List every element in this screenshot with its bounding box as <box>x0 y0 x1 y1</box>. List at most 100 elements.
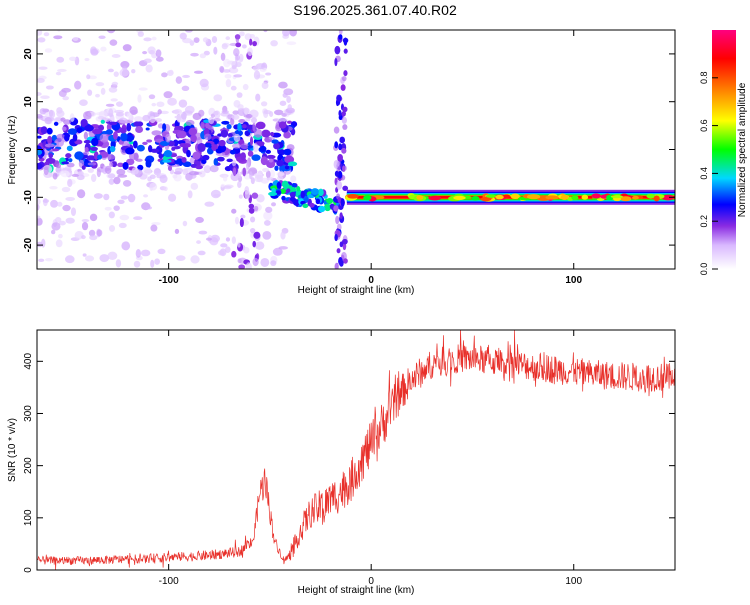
heatmap-noise-cell <box>256 194 265 203</box>
heatmap-noise-cell <box>226 158 233 163</box>
heatmap-noise-cell <box>159 110 169 115</box>
heatmap-line-cell <box>560 194 569 201</box>
heatmap-noise-cell <box>52 172 58 180</box>
heatmap-smear-cell <box>248 207 255 214</box>
heatmap-spike-cell <box>341 116 347 124</box>
heatmap-noise-cell <box>229 149 236 155</box>
heatmap-smear-cell <box>232 167 237 177</box>
heatmap-noise-cell <box>143 37 152 42</box>
heatmap-noise-cell <box>105 103 115 107</box>
heatmap-noise-cell <box>126 158 135 166</box>
heatmap-noise-cell <box>138 87 148 91</box>
heatmap-noise-cell <box>113 205 120 211</box>
heatmap-smear-cell <box>233 133 241 142</box>
heatmap-noise-cell <box>55 239 63 248</box>
heatmap-noise-cell <box>159 174 168 184</box>
heatmap-noise-cell <box>284 155 295 164</box>
heatmap-noise-cell <box>142 51 148 55</box>
heatmap-noise-cell <box>186 149 191 158</box>
spectrogram-xtick-label: 0 <box>368 275 374 286</box>
heatmap-line-cell <box>495 194 504 200</box>
heatmap-noise-cell <box>87 168 94 173</box>
heatmap-noise-cell <box>167 140 175 147</box>
heatmap-noise-cell <box>197 142 206 152</box>
heatmap-smear-cell <box>251 192 259 199</box>
heatmap-noise-cell <box>213 23 222 27</box>
heatmap-noise-cell <box>270 260 277 267</box>
heatmap-noise-cell <box>43 32 50 37</box>
heatmap-noise-cell <box>38 157 45 162</box>
heatmap-noise-cell <box>79 99 88 107</box>
heatmap-spike-cell <box>334 233 338 242</box>
heatmap-echo-cell <box>291 183 297 188</box>
heatmap-noise-cell <box>107 251 118 261</box>
heatmap-spike-cell <box>333 126 340 134</box>
heatmap-noise-cell <box>60 170 70 178</box>
heatmap-noise-cell <box>121 241 131 251</box>
heatmap-noise-cell <box>142 141 148 146</box>
heatmap-noise-cell <box>187 190 193 199</box>
heatmap-noise-cell <box>37 135 42 139</box>
heatmap-noise-cell <box>37 37 46 43</box>
heatmap-noise-cell <box>97 154 103 160</box>
heatmap-noise-cell <box>109 39 118 46</box>
heatmap-spike-cell <box>343 70 348 77</box>
heatmap-echo-cell <box>315 198 321 205</box>
heatmap-spike-cell <box>333 205 339 212</box>
heatmap-echo-cell <box>317 188 324 197</box>
heatmap-noise-cell <box>195 165 203 170</box>
heatmap-noise-cell <box>174 228 180 234</box>
snr-ylabel: SNR (10 * v/v) <box>7 418 18 482</box>
heatmap-noise-cell <box>188 127 198 136</box>
heatmap-noise-cell <box>44 48 53 53</box>
heatmap-noise-cell <box>104 165 112 174</box>
heatmap-noise-cell <box>172 174 178 179</box>
heatmap-noise-cell <box>270 40 278 47</box>
heatmap-noise-cell <box>286 41 297 46</box>
heatmap-noise-cell <box>66 145 73 152</box>
heatmap-noise-cell <box>185 119 195 126</box>
heatmap-noise-cell <box>197 250 206 256</box>
heatmap-noise-cell <box>37 30 43 36</box>
spectrogram-xlabel: Height of straight line (km) <box>298 285 415 296</box>
heatmap-noise-cell <box>235 62 242 68</box>
heatmap-noise-cell <box>151 222 161 226</box>
heatmap-noise-cell <box>238 119 245 123</box>
heatmap-noise-cell <box>56 110 65 118</box>
heatmap-smear-cell <box>231 250 237 258</box>
heatmap-noise-cell <box>84 255 95 262</box>
heatmap-noise-cell <box>213 158 219 166</box>
heatmap-noise-cell <box>156 101 165 108</box>
heatmap-spike-cell <box>336 180 343 190</box>
heatmap-spike-cell <box>342 165 346 173</box>
heatmap-noise-cell <box>106 30 116 34</box>
heatmap-spike-cell <box>343 258 348 264</box>
heatmap-noise-cell <box>108 86 118 93</box>
heatmap-noise-cell <box>66 162 75 168</box>
heatmap-noise-cell <box>46 127 53 135</box>
heatmap-noise-cell <box>274 165 279 171</box>
heatmap-line-cell <box>471 196 480 201</box>
heatmap-noise-cell <box>65 196 76 202</box>
heatmap-noise-cell <box>133 152 139 161</box>
heatmap-smear-cell <box>242 83 249 91</box>
heatmap-noise-cell <box>226 123 232 130</box>
heatmap-noise-cell <box>112 131 118 140</box>
heatmap-noise-cell <box>203 133 212 141</box>
heatmap-noise-cell <box>103 193 110 201</box>
heatmap-smear-cell <box>253 231 261 239</box>
heatmap-line-cell <box>610 195 624 199</box>
heatmap-noise-cell <box>86 74 91 80</box>
heatmap-echo-cell <box>286 188 291 193</box>
heatmap-line-cell <box>363 195 372 201</box>
heatmap-noise-cell <box>111 54 121 59</box>
heatmap-spike-cell <box>334 45 341 55</box>
spectrogram-ytick-label: 0 <box>23 146 34 152</box>
heatmap-echo-cell <box>268 191 278 197</box>
heatmap-noise-cell <box>287 120 292 124</box>
heatmap-noise-cell <box>151 102 157 107</box>
heatmap-noise-cell <box>154 258 160 265</box>
heatmap-noise-cell <box>221 43 228 50</box>
heatmap-echo-cell <box>289 191 296 199</box>
